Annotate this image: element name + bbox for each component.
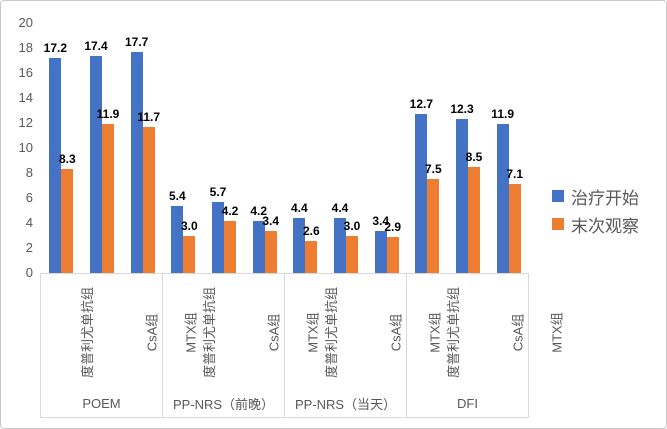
category-label-text: CsA组 xyxy=(144,313,160,351)
value-label: 5.7 xyxy=(209,184,227,199)
group-label: DFI xyxy=(457,396,478,411)
category-label-text: CsA组 xyxy=(266,313,282,351)
y-axis-tick-label: 20 xyxy=(18,15,33,30)
value-label: 7.5 xyxy=(424,162,442,177)
category-label: 度普利尤单抗组 xyxy=(163,274,254,390)
category-label-text: MTX组 xyxy=(183,311,199,353)
group-label: PP-NRS（前晚） xyxy=(172,397,275,412)
bar-treatment-start xyxy=(130,51,143,273)
legend-swatch xyxy=(552,218,564,230)
y-axis-tick-label: 0 xyxy=(25,265,33,280)
category-label: 度普利尤单抗组 xyxy=(285,274,376,390)
legend-item: 末次观察 xyxy=(552,210,639,238)
category-label-row: 度普利尤单抗组 CsA组 MTX组 xyxy=(41,274,198,390)
value-label: 2.6 xyxy=(302,223,320,238)
category-label-text: 度普利尤单抗组 xyxy=(324,286,340,378)
y-axis-tick-label: 8 xyxy=(25,165,33,180)
value-label: 4.4 xyxy=(290,201,308,215)
y-axis-tick-label: 10 xyxy=(18,140,33,155)
value-label: 3.4 xyxy=(262,213,279,228)
bar-treatment-start xyxy=(374,230,387,273)
bar-last-observation xyxy=(224,220,236,273)
legend-label: 末次观察 xyxy=(571,216,639,236)
category-group: 度普利尤单抗组 CsA组 MTX组 PP-NRS（当天） xyxy=(285,274,442,417)
plot-area: 17.2 8.3 17.4 11.9 17.7 11.7 5.4 3.0 5.7 4.2 4.2 3.… xyxy=(41,23,529,273)
value-label: 12.7 xyxy=(409,97,434,112)
value-label: 2.9 xyxy=(384,219,401,234)
value-label: 8.5 xyxy=(465,149,483,164)
value-label: 11.9 xyxy=(96,107,120,122)
category-label-text: MTX组 xyxy=(427,311,443,353)
bar-last-observation xyxy=(183,235,196,273)
category-label: 度普利尤单抗组 xyxy=(407,274,498,390)
value-label: 8.3 xyxy=(58,152,76,167)
category-axis: 度普利尤单抗组 CsA组 MTX组 POEM 度普利尤单抗组 CsA组 MTX组 PP-NRS… xyxy=(40,273,564,418)
legend-item: 治疗开始 xyxy=(552,182,639,210)
category-group: 度普利尤单抗组 CsA组 MTX组 PP-NRS（前晚） xyxy=(163,274,320,417)
value-label: 3.4 xyxy=(372,213,389,228)
bar-treatment-start xyxy=(90,55,102,273)
bar-treatment-start xyxy=(49,58,62,273)
value-label: 17.2 xyxy=(43,41,68,55)
category-label-text: 度普利尤单抗组 xyxy=(446,286,462,378)
value-label: 7.1 xyxy=(506,167,523,182)
category-label: CsA组 xyxy=(498,274,536,390)
category-label-text: MTX组 xyxy=(549,311,565,353)
value-label: 3.0 xyxy=(343,218,361,233)
category-label-text: 度普利尤单抗组 xyxy=(80,286,96,378)
bar-last-observation xyxy=(61,169,74,273)
category-label-text: MTX组 xyxy=(305,311,321,353)
bar-treatment-start xyxy=(496,124,509,273)
bar-treatment-start xyxy=(334,218,346,273)
bar-last-observation xyxy=(508,184,521,273)
legend-label: 治疗开始 xyxy=(571,188,639,208)
y-axis-tick-label: 4 xyxy=(25,215,33,230)
value-label: 4.2 xyxy=(221,203,239,218)
legend: 治疗开始 末次观察 xyxy=(552,182,639,238)
value-label: 11.7 xyxy=(137,109,161,124)
category-group: 度普利尤单抗组 CsA组 MTX组 DFI xyxy=(407,274,564,417)
group-label: PP-NRS（当天） xyxy=(294,397,397,412)
bar-last-observation xyxy=(142,126,155,273)
bar-treatment-start xyxy=(212,201,224,273)
bar-treatment-start xyxy=(293,218,306,273)
bar-last-observation xyxy=(386,236,399,273)
bar-treatment-start xyxy=(456,119,468,273)
bar-last-observation xyxy=(468,166,480,273)
y-axis-tick-label: 14 xyxy=(18,90,33,105)
bar-treatment-start xyxy=(415,114,428,273)
y-axis-tick-label: 18 xyxy=(18,40,33,55)
bar-last-observation xyxy=(346,235,358,273)
bar-last-observation xyxy=(305,240,318,273)
bar-treatment-start xyxy=(171,205,184,273)
bar-last-observation xyxy=(102,124,114,273)
value-label: 5.4 xyxy=(168,188,186,203)
bar-last-observation xyxy=(264,230,277,273)
value-label: 4.4 xyxy=(331,201,349,215)
category-label-text: CsA组 xyxy=(510,313,526,351)
value-label: 4.2 xyxy=(250,203,267,218)
y-axis-tick-label: 6 xyxy=(25,190,33,205)
category-label-text: CsA组 xyxy=(388,313,404,351)
value-label: 17.4 xyxy=(84,38,108,53)
bar-treatment-start xyxy=(252,220,265,273)
bar-last-observation xyxy=(427,179,440,273)
value-label: 12.3 xyxy=(450,102,474,117)
legend-swatch xyxy=(552,190,564,202)
y-axis-tick-label: 16 xyxy=(18,65,33,80)
group-label: POEM xyxy=(82,396,121,411)
category-group: 度普利尤单抗组 CsA组 MTX组 POEM xyxy=(41,274,198,417)
value-label: 3.0 xyxy=(180,218,198,233)
category-label-text: 度普利尤单抗组 xyxy=(202,286,218,378)
value-label: 11.9 xyxy=(491,107,515,122)
value-label: 17.7 xyxy=(124,34,149,49)
category-label: 度普利尤单抗组 xyxy=(41,274,132,390)
category-label: MTX组 xyxy=(536,274,576,390)
y-axis-tick-label: 12 xyxy=(18,115,33,130)
y-axis-tick-label: 2 xyxy=(25,240,33,255)
